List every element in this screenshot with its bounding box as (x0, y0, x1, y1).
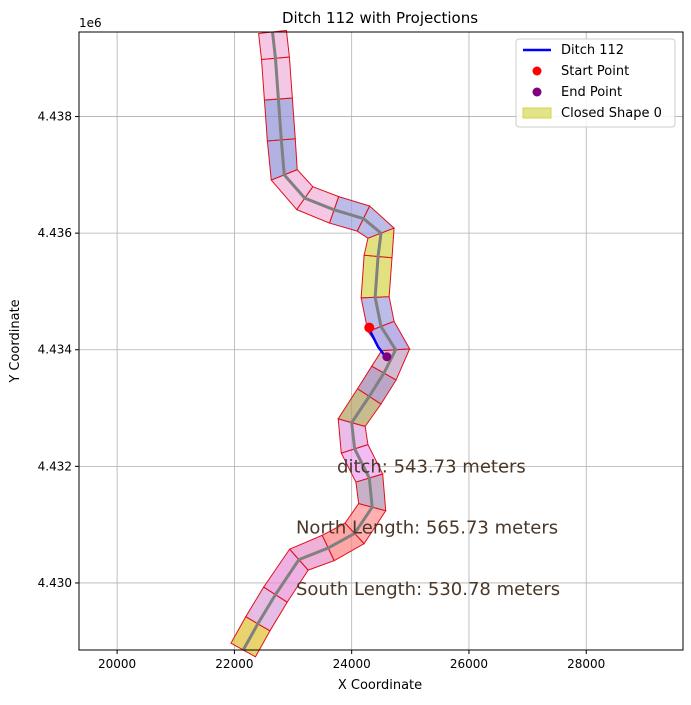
legend-label: Closed Shape 0 (561, 106, 662, 121)
x-tick-label: 22000 (215, 657, 253, 671)
end-point (382, 352, 392, 362)
legend-box (515, 38, 676, 128)
legend-label: Start Point (561, 64, 629, 79)
x-tick-label: 24000 (333, 657, 371, 671)
y-axis-label: Y Coordinate (8, 299, 23, 383)
length-annotation: ditch: 543.73 meters (337, 456, 526, 477)
y-tick-label: 4.434 (38, 343, 72, 357)
plot-frame (78, 31, 684, 651)
centerline (241, 31, 398, 651)
x-axis-label: X Coordinate (338, 678, 422, 693)
annotations: ditch: 543.73 meters North Length: 565.73… (296, 456, 560, 599)
legend: Ditch 112 Start Point End Point Closed Shap… (515, 38, 676, 128)
y-tick-label: 4.436 (38, 226, 72, 240)
y-tick-label: 4.432 (38, 459, 72, 473)
y-tick-label: 4.430 (38, 576, 72, 590)
legend-label: End Point (561, 85, 622, 100)
legend-label: Ditch 112 (561, 43, 624, 58)
chart-title: Ditch 112 with Projections (282, 9, 478, 27)
legend-dot-swatch (532, 66, 542, 76)
y-tick-label: 4.438 (38, 110, 72, 124)
y-offset-label: 1e6 (79, 16, 102, 30)
x-tick-label: 26000 (450, 657, 488, 671)
x-tick-label: 20000 (98, 657, 136, 671)
x-axis-ticks: 20000 22000 24000 26000 28000 (98, 650, 605, 671)
centerline-path (241, 31, 398, 651)
start-point (364, 322, 375, 333)
length-annotation: South Length: 530.78 meters (296, 579, 560, 600)
x-tick-label: 28000 (567, 657, 605, 671)
legend-patch-swatch (522, 107, 552, 119)
projection-segments (230, 29, 411, 658)
legend-dot-swatch (532, 87, 542, 97)
points (364, 322, 392, 362)
length-annotation: North Length: 565.73 meters (296, 518, 558, 539)
y-axis-ticks: 4.430 4.432 4.434 4.436 4.438 (38, 110, 79, 590)
